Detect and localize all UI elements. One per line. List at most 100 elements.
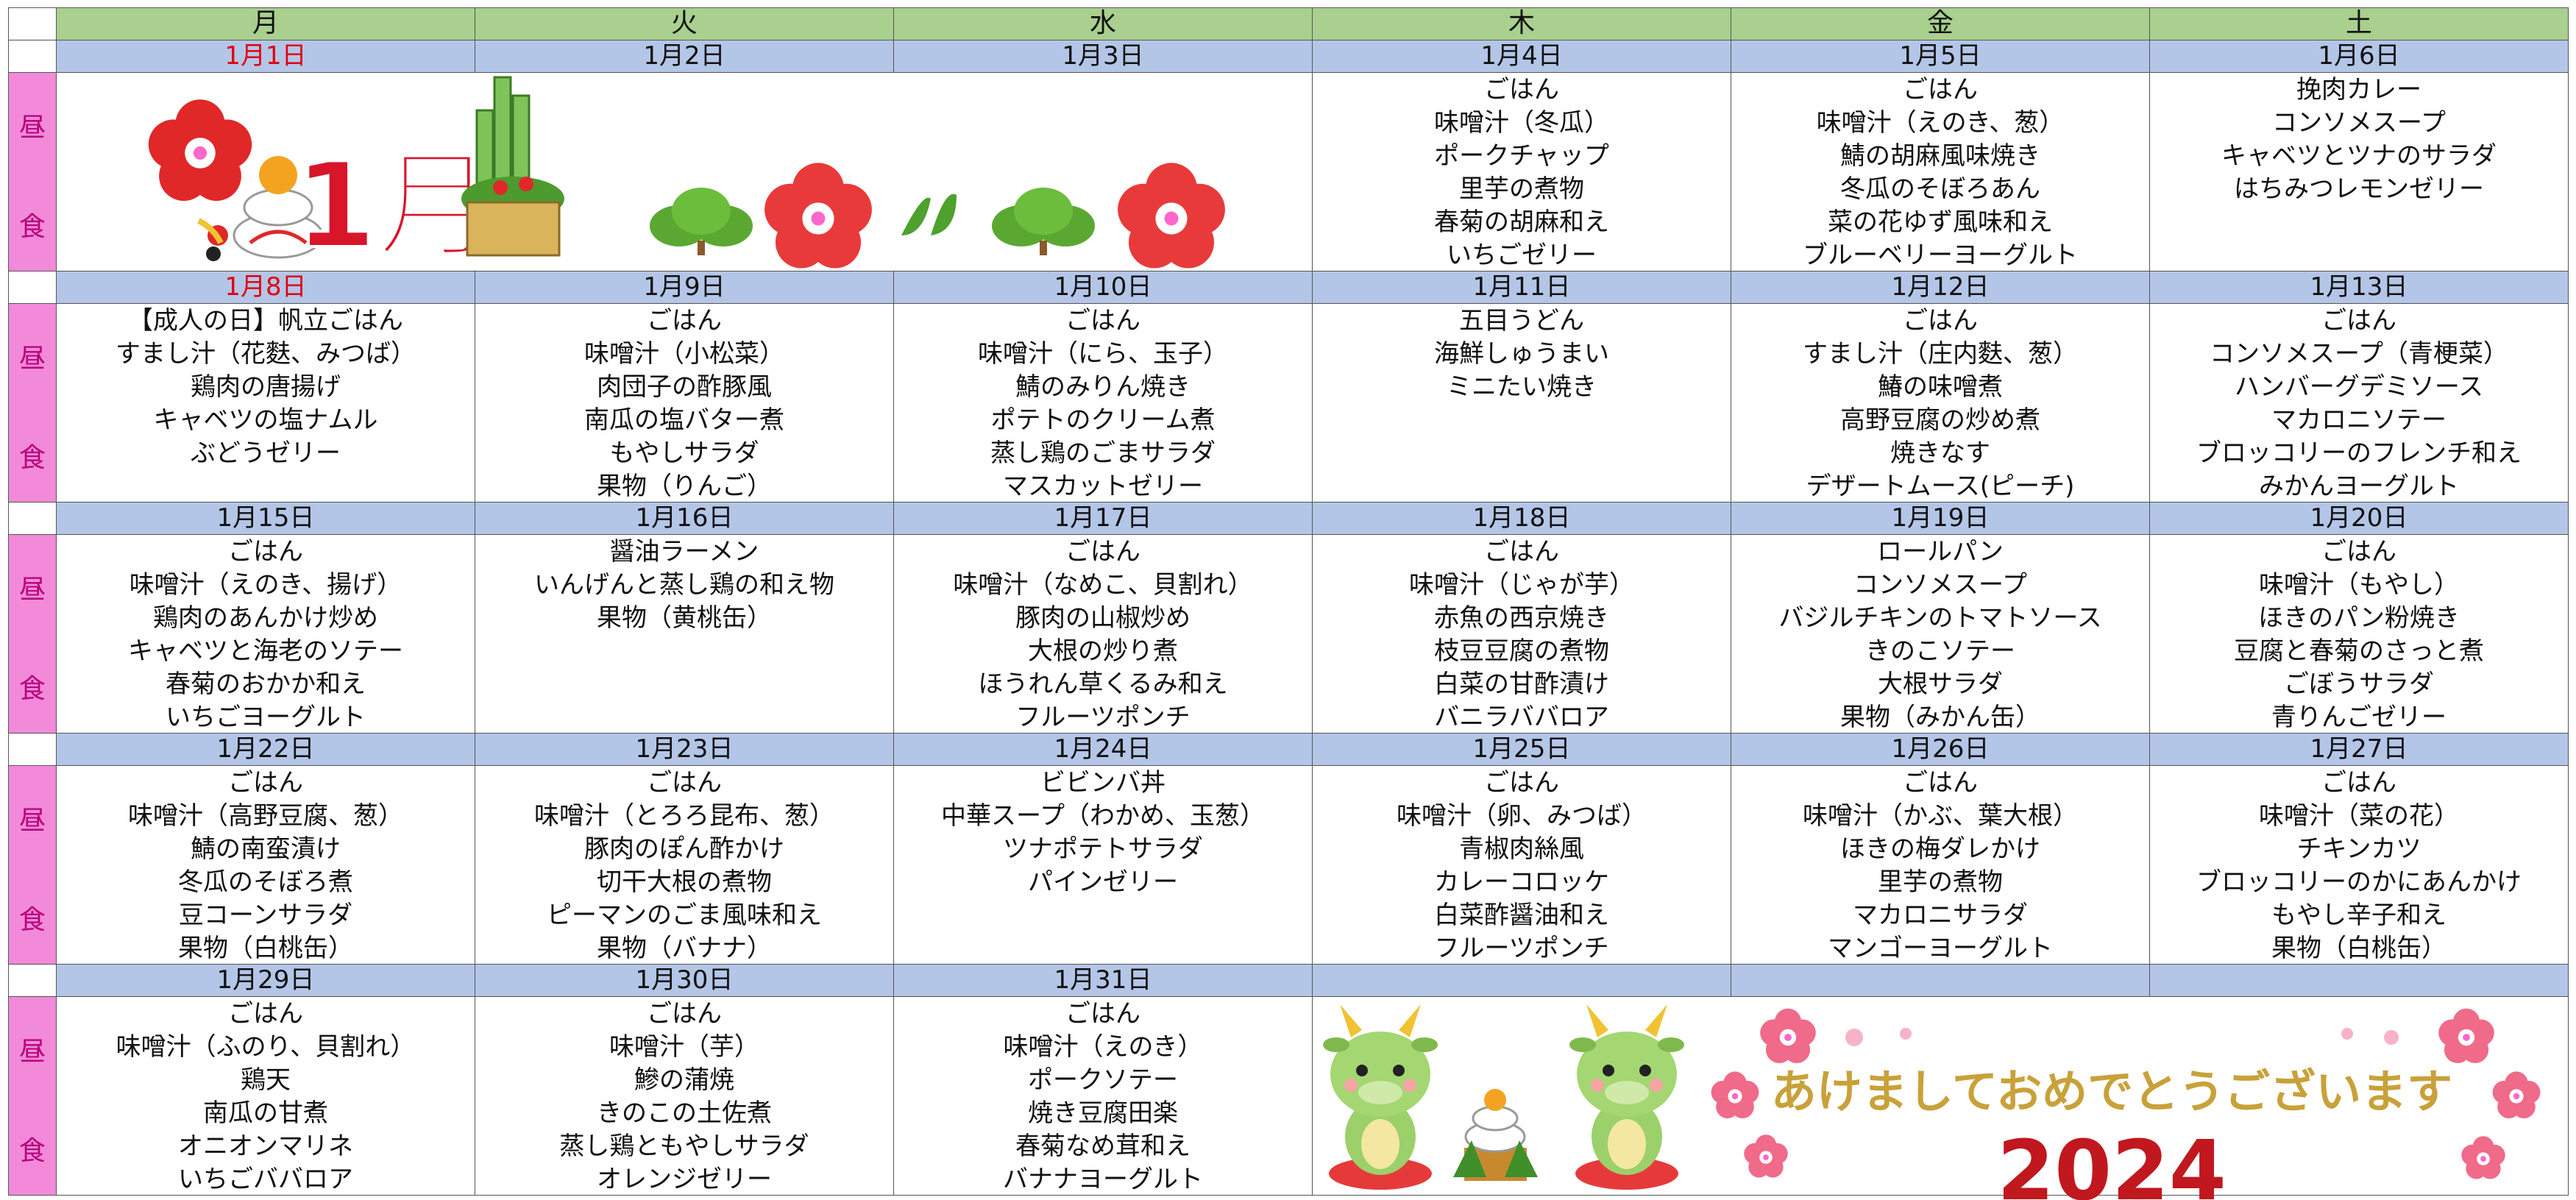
- menu-item: 豚肉の山椒炒め: [1015, 603, 1191, 633]
- menu-item: 味噌汁（かぶ、葉大根）: [1803, 801, 2078, 831]
- menu-item: 味噌汁（卵、みつば）: [1397, 801, 1647, 831]
- menu-item: 鰺の蒲焼: [634, 1065, 734, 1095]
- menu-item: ミニたい焼き: [1447, 372, 1597, 402]
- menu-item: 焼き豆腐田楽: [1028, 1098, 1178, 1128]
- menu-item: マンゴーヨーグルト: [1828, 934, 2053, 963]
- menu-item: 挽肉カレー: [2296, 75, 2421, 104]
- menu-item: いちごゼリー: [1447, 241, 1597, 270]
- menu-item: 焼きなす: [1890, 439, 1990, 468]
- menu-item: ごはん: [1903, 306, 1978, 335]
- menu-item: 味噌汁（えのき）: [1003, 1032, 1203, 1062]
- menu-item: 豚肉のぽん酢かけ: [584, 834, 784, 864]
- date-cell: 1月27日: [2149, 733, 2569, 766]
- menu-item: ごぼうサラダ: [2284, 670, 2434, 699]
- lunch-label-char: 昼: [18, 1037, 46, 1067]
- menu-item: ツナポテトサラダ: [1003, 834, 1203, 864]
- corner: [8, 7, 57, 40]
- day-header: 木: [1312, 7, 1731, 40]
- lunch-label: 昼食: [8, 765, 57, 965]
- menu-item: いちごヨーグルト: [166, 703, 366, 732]
- menu-item: 青りんごゼリー: [2271, 703, 2447, 732]
- menu-item: もやし辛子和え: [2271, 901, 2447, 930]
- menu-item: ごはん: [228, 999, 303, 1029]
- menu-item: ごはん: [647, 768, 722, 798]
- date-cell: 1月4日: [1312, 40, 1731, 73]
- lunch-label-char: 昼: [18, 344, 46, 374]
- menu-item: もやしサラダ: [609, 439, 759, 468]
- menu-item: ほきの梅ダレかけ: [1840, 834, 2040, 864]
- lunch-label-char: 食: [18, 1136, 46, 1166]
- menu-item: ごはん: [2321, 537, 2396, 567]
- menu-item: はちみつレモンゼリー: [2234, 174, 2484, 204]
- menu-item: 鶏肉のあんかけ炒め: [153, 603, 378, 633]
- menu-cell: ごはん 味噌汁（えのき） ポークソテー 焼き豆腐田楽 春菊なめ茸和え バナナヨーグルト: [893, 996, 1313, 1196]
- date-cell: 1月29日: [56, 964, 475, 997]
- menu-cell: ごはん 味噌汁（小松菜） 肉団子の酢豚風 南瓜の塩バター煮 もやしサラダ 果物（りんご）: [475, 303, 894, 503]
- side-blank: [8, 502, 57, 535]
- menu-item: ごはん: [1065, 537, 1140, 567]
- date-cell: 1月11日: [1312, 271, 1731, 304]
- menu-item: 枝豆豆腐の煮物: [1434, 636, 1609, 666]
- menu-item: ごはん: [647, 999, 722, 1029]
- lunch-label: 昼食: [8, 534, 57, 734]
- side-blank: [8, 271, 57, 304]
- menu-item: 味噌汁（にら、玉子）: [978, 339, 1228, 369]
- menu-cell: ごはん 味噌汁（菜の花） チキンカツ ブロッコリーのかにあんかけ もやし辛子和え 果物（白…: [2149, 765, 2569, 965]
- day-header: 金: [1731, 7, 2150, 40]
- menu-item: 肉団子の酢豚風: [597, 372, 772, 402]
- menu-item: 味噌汁（菜の花）: [2259, 801, 2459, 831]
- date-cell: 1月23日: [475, 733, 894, 766]
- date-cell: 1月10日: [893, 271, 1313, 304]
- menu-item: オニオンマリネ: [178, 1132, 353, 1161]
- menu-item: ごはん: [1903, 768, 1978, 798]
- menu-item: 果物（白桃缶）: [2271, 934, 2447, 963]
- menu-item: 南瓜の甘煮: [203, 1098, 328, 1128]
- menu-item: ブロッコリーのフレンチ和え: [2196, 439, 2522, 468]
- day-header: 火: [475, 7, 894, 40]
- menu-item: 高野豆腐の炒め煮: [1840, 405, 2040, 435]
- menu-item: パインゼリー: [1028, 867, 1178, 897]
- menu-cell: ごはん コンソメスープ（青梗菜） ハンバーグデミソース マカロニソテー ブロッコリーのフ…: [2149, 303, 2569, 503]
- day-header: 土: [2149, 7, 2569, 40]
- menu-item: ごはん: [647, 306, 722, 335]
- menu-item: ごはん: [1903, 75, 1978, 104]
- menu-cell: ごはん 味噌汁（冬瓜） ポークチャップ 里芋の煮物 春菊の胡麻和え いちごゼリー: [1312, 72, 1731, 271]
- date-cell: 1月30日: [475, 964, 894, 997]
- menu-item: 味噌汁（ふのり、貝割れ）: [116, 1032, 416, 1062]
- menu-item: ごはん: [2321, 768, 2396, 798]
- menu-item: ロールパン: [1877, 537, 2004, 567]
- menu-item: バジルチキンのトマトソース: [1778, 603, 2102, 633]
- menu-item: キャベツとツナのサラダ: [2221, 141, 2497, 171]
- menu-item: ほきのパン粉焼き: [2258, 603, 2460, 633]
- menu-cell: ごはん すまし汁（庄内麩、葱） 鰆の味噌煮 高野豆腐の炒め煮 焼きなす デザートムース(ピ…: [1731, 303, 2150, 503]
- menu-item: 鯖のみりん焼き: [1015, 372, 1191, 402]
- menu-item: 海鮮しゅうまい: [1434, 339, 1609, 369]
- menu-item: 味噌汁（えのき、葱）: [1816, 108, 2065, 138]
- menu-cell: ごはん 味噌汁（もやし） ほきのパン粉焼き 豆腐と春菊のさっと煮 ごぼうサラダ 青りんごゼ…: [2149, 534, 2569, 734]
- menu-item: フルーツポンチ: [1434, 934, 1609, 963]
- menu-item: きのこの土佐煮: [597, 1098, 772, 1128]
- menu-item: 醤油ラーメン: [609, 537, 759, 567]
- menu-item: コンソメスープ（青梗菜）: [2210, 339, 2508, 369]
- menu-item: 【成人の日】帆立ごはん: [128, 306, 403, 335]
- menu-item: きのこソテー: [1865, 636, 2015, 666]
- date-cell: 1月8日: [56, 271, 475, 304]
- menu-item: ごはん: [1484, 75, 1559, 104]
- menu-item: 春菊のおかか和え: [166, 670, 366, 699]
- menu-item: 切干大根の煮物: [597, 867, 772, 897]
- menu-item: 赤魚の西京焼き: [1434, 603, 1609, 633]
- date-cell: 1月3日: [893, 40, 1313, 73]
- menu-cell: ロールパン コンソメスープ バジルチキンのトマトソース きのこソテー 大根サラダ 果物（み…: [1731, 534, 2150, 734]
- lunch-label-char: 昼: [18, 806, 46, 836]
- menu-item: カレーコロッケ: [1434, 867, 1609, 897]
- menu-cell: ごはん 味噌汁（とろろ昆布、葱） 豚肉のぽん酢かけ 切干大根の煮物 ピーマンのごま風味和…: [475, 765, 894, 965]
- menu-item: 中華スープ（わかめ、玉葱）: [941, 801, 1265, 831]
- menu-item: マスカットゼリー: [1003, 472, 1203, 501]
- menu-item: 味噌汁（とろろ昆布、葱）: [534, 801, 834, 831]
- menu-item: 果物（黄桃缶）: [597, 603, 772, 633]
- date-cell: 1月2日: [475, 40, 894, 73]
- menu-item: バニラババロア: [1434, 703, 1609, 732]
- menu-item: ほうれん草くるみ和え: [978, 670, 1228, 699]
- lunch-label: 昼食: [8, 996, 57, 1196]
